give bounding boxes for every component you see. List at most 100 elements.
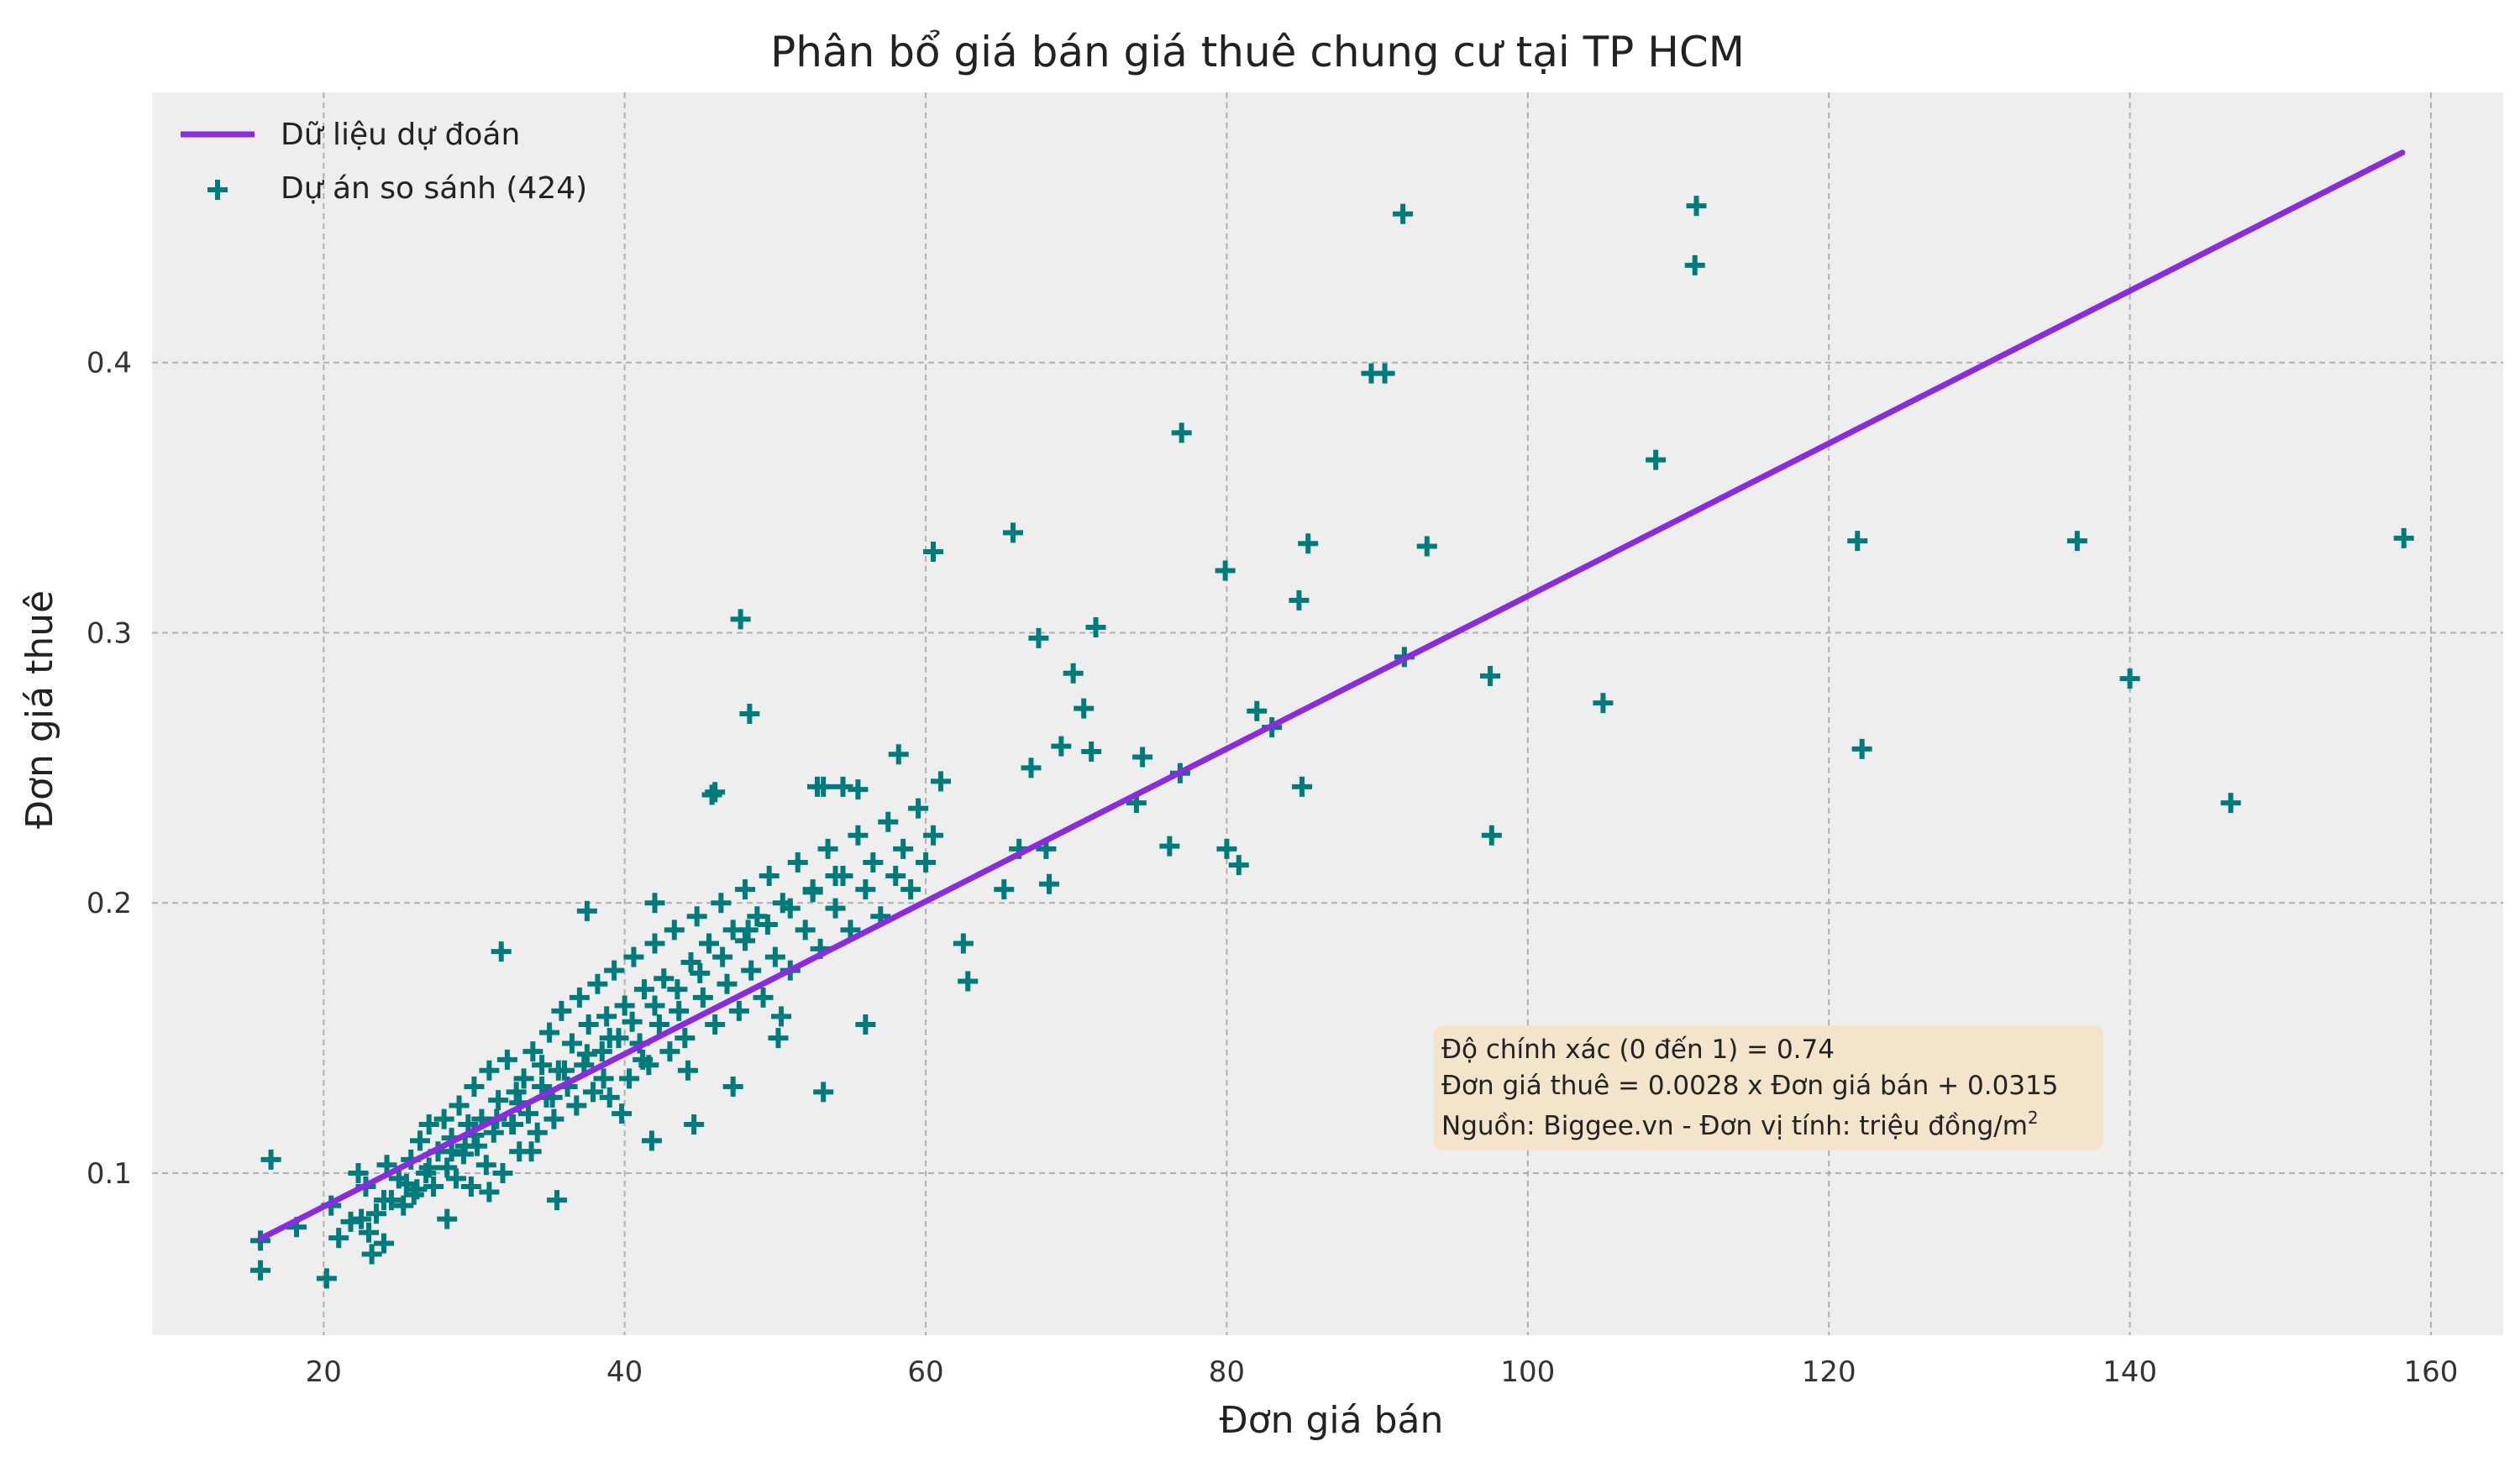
data-point [728, 1000, 749, 1021]
data-point [659, 1041, 680, 1062]
data-point [539, 1022, 560, 1043]
x-axis-label: Đơn giá bán [1220, 1399, 1444, 1442]
data-point [250, 1260, 271, 1281]
data-point [479, 1182, 500, 1203]
data-point [2393, 527, 2414, 548]
data-point [916, 852, 937, 872]
data-point [1684, 254, 1705, 275]
data-point [1480, 665, 1501, 686]
data-point [677, 1060, 698, 1081]
data-point [1847, 531, 1868, 552]
data-point [437, 1157, 458, 1178]
data-point [622, 1011, 643, 1032]
data-point [1216, 838, 1237, 859]
data-point [445, 1168, 466, 1189]
data-point [730, 609, 751, 630]
data-point [1171, 422, 1192, 443]
data-point [738, 920, 759, 941]
data-point [633, 979, 654, 1000]
data-point [644, 893, 665, 914]
data-point [1132, 747, 1153, 768]
data-point [373, 1190, 394, 1211]
x-tick-label: 80 [1209, 1355, 1245, 1389]
data-point [825, 898, 846, 919]
data-point [953, 933, 974, 954]
data-point [699, 933, 720, 954]
x-tick-label: 140 [2103, 1355, 2157, 1389]
data-point [692, 987, 713, 1008]
data-point [418, 1157, 439, 1178]
y-tick-label: 0.2 [87, 887, 132, 920]
data-point [506, 1082, 527, 1103]
data-point [316, 1268, 337, 1289]
data-point [1393, 203, 1414, 224]
data-point [475, 1155, 496, 1176]
data-point [855, 1014, 876, 1035]
data-point [1063, 663, 1084, 684]
annotation-source-superscript: 2 [2028, 1108, 2039, 1128]
data-point [351, 1208, 372, 1229]
data-point [483, 1122, 504, 1143]
data-point [787, 852, 808, 872]
data-point [863, 852, 884, 872]
data-point [433, 1108, 454, 1129]
data-point [1074, 698, 1095, 719]
data-point [587, 973, 608, 994]
data-point [488, 1090, 509, 1111]
data-point [888, 744, 909, 765]
data-point [619, 1068, 640, 1089]
data-point [596, 1006, 617, 1027]
data-point [566, 1095, 587, 1116]
data-point [717, 973, 738, 994]
data-point [373, 1233, 394, 1254]
data-point [764, 946, 785, 967]
data-point [878, 811, 899, 832]
x-tick-label: 60 [907, 1355, 943, 1389]
data-point [449, 1095, 470, 1116]
data-point [532, 1055, 553, 1076]
data-point [1374, 363, 1395, 384]
data-point [1051, 736, 1072, 757]
data-point [807, 776, 828, 797]
annotation-background [1434, 1025, 2103, 1150]
data-point [1215, 560, 1236, 581]
data-point [813, 1082, 834, 1103]
data-point [832, 776, 853, 797]
data-point [893, 838, 914, 859]
data-point [747, 906, 768, 927]
data-point [768, 1028, 789, 1049]
data-point [690, 962, 711, 983]
data-point [328, 1228, 349, 1249]
regression-line-layer [257, 149, 2406, 1242]
data-point [641, 1130, 662, 1151]
data-point [418, 1114, 439, 1135]
data-point [684, 1114, 705, 1135]
annotation-equation: Đơn giá thuê = 0.0028 x Đơn giá bán + 0.… [1441, 1071, 2058, 1101]
data-point [569, 987, 590, 1008]
data-point [2119, 668, 2140, 689]
data-point [543, 1108, 564, 1129]
data-point [675, 1028, 696, 1049]
x-tick-label: 40 [606, 1355, 643, 1389]
data-point [900, 879, 921, 900]
data-point [680, 952, 701, 972]
data-point [648, 1014, 669, 1035]
data-point [669, 1000, 690, 1021]
data-point [576, 900, 597, 921]
data-point [855, 879, 876, 900]
data-point [1038, 873, 1059, 894]
y-axis-label: Đơn giá thuê [18, 590, 61, 829]
data-point [848, 779, 869, 800]
data-point [491, 941, 512, 962]
annotation-source-text: Nguồn: Biggee.vn - Đơn vị tính: triệu đồ… [1441, 1111, 2028, 1141]
annotation-source: Nguồn: Biggee.vn - Đơn vị tính: triệu đồ… [1441, 1108, 2039, 1141]
data-point [393, 1195, 414, 1216]
data-point [1021, 757, 1042, 778]
data-point [1292, 776, 1313, 797]
data-point [1028, 627, 1049, 648]
data-point [705, 1014, 726, 1035]
data-point [923, 825, 944, 846]
data-point [578, 1014, 599, 1035]
